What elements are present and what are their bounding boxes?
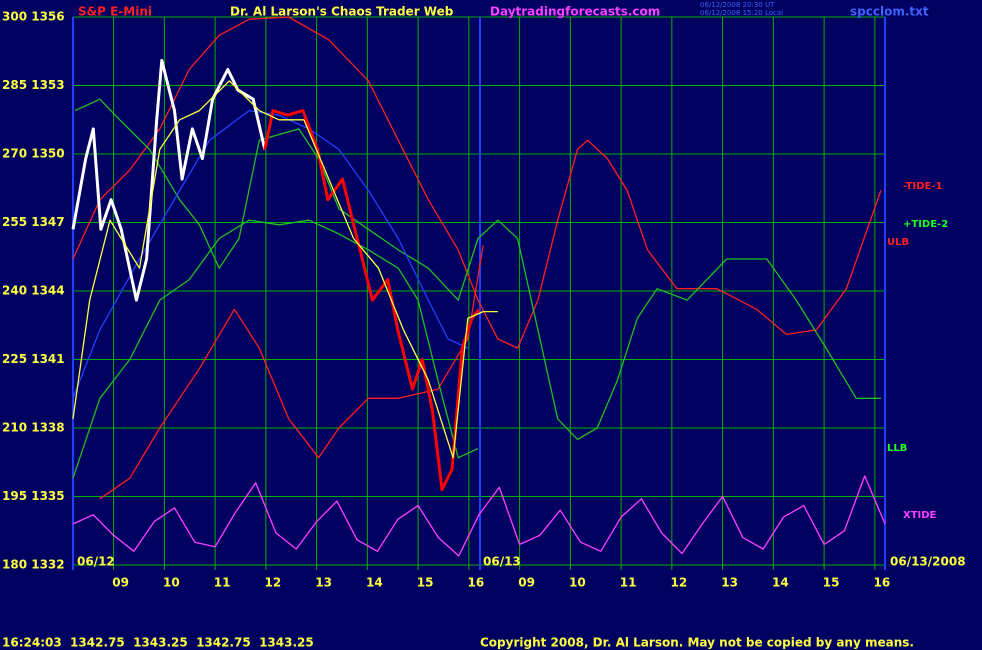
series-line [71, 58, 267, 302]
x-tick-label: 13 [721, 576, 738, 590]
file-name: spcclom.txt [850, 5, 929, 19]
annotation: -TIDE-1 [903, 181, 943, 192]
y-tick-label: 255 1347 [2, 215, 65, 229]
x-tick-label: 16 [467, 576, 484, 590]
chart-title: Dr. Al Larson's Chaos Trader Web [230, 5, 454, 19]
y-tick-label: 180 1332 [2, 558, 65, 572]
x-tick-label: 15 [417, 576, 434, 590]
x-tick-label: 14 [366, 576, 383, 590]
series-line [72, 80, 498, 459]
series-line [72, 16, 882, 349]
annotation: ULB [887, 237, 909, 248]
y-tick-label: 270 1350 [2, 147, 65, 161]
y-tick-label: 300 1356 [2, 10, 65, 24]
series-line [263, 109, 481, 492]
x-tick-label: 13 [315, 576, 332, 590]
y-tick-label: 195 1335 [2, 489, 65, 503]
series-line [72, 219, 479, 479]
x-tick-label: 14 [772, 576, 789, 590]
timestamp-local: 06/12/2008 15:20 Local [700, 9, 783, 17]
y-tick-label: 285 1353 [2, 78, 65, 92]
x-tick-label: 12 [264, 576, 281, 590]
x-tick-label: 15 [823, 576, 840, 590]
annotations: -TIDE-1 +TIDE-2 ULB LLB XTIDE [887, 181, 948, 521]
x-tick-label: 16 [873, 576, 890, 590]
annotation: XTIDE [903, 510, 937, 521]
grid [73, 16, 885, 570]
instrument: S&P E-Mini [78, 5, 152, 19]
annotation: LLB [887, 443, 907, 454]
website: Daytradingforecasts.com [490, 5, 660, 19]
date-label: 06/13/2008 [890, 555, 966, 569]
copyright: Copyright 2008, Dr. Al Larson. May not b… [480, 636, 914, 650]
plot-lines [71, 16, 886, 557]
x-tick-label: 11 [214, 576, 231, 590]
x-tick-label: 09 [112, 576, 129, 590]
x-tick-label: 10 [163, 576, 180, 590]
quote: 16:24:03 1342.75 1343.25 1342.75 1343.25 [2, 636, 314, 650]
series-line [74, 98, 881, 441]
x-tick-label: 10 [569, 576, 586, 590]
date-label: 06/13 [483, 555, 521, 569]
annotation: +TIDE-2 [903, 219, 948, 230]
date-label: 06/12 [77, 555, 115, 569]
y-tick-label: 225 1341 [2, 352, 65, 366]
timestamp-ut: 06/12/2008 20:30 UT [700, 1, 775, 9]
x-tick-label: 09 [518, 576, 535, 590]
y-tick-label: 240 1344 [2, 284, 65, 298]
x-tick-label: 11 [620, 576, 637, 590]
series-line [72, 475, 886, 557]
y-tick-label: 210 1338 [2, 421, 65, 435]
x-tick-label: 12 [670, 576, 687, 590]
